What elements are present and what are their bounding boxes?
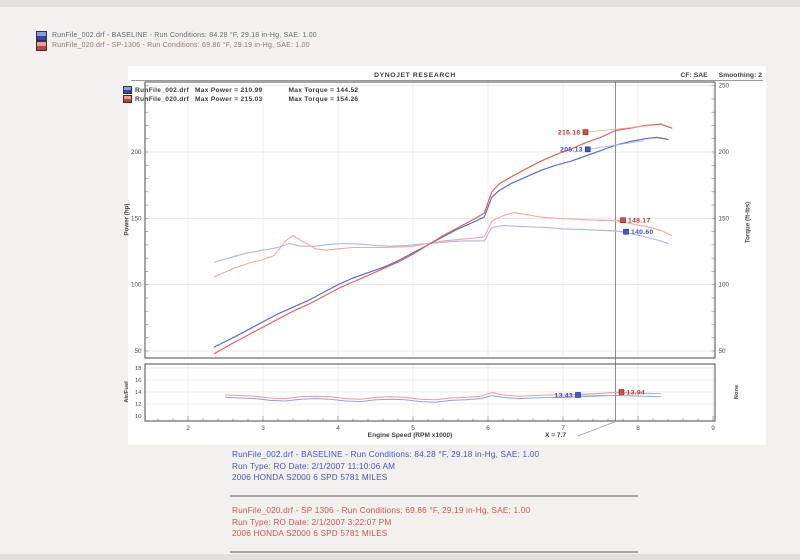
- afr-tick-label: 16: [135, 378, 141, 384]
- x-tick-label: 2: [186, 425, 190, 432]
- callout-value: 148.17: [628, 217, 651, 224]
- afr-plot-frame: [144, 363, 716, 422]
- callout-value: 205.13: [560, 147, 583, 154]
- callout-value: 13.94: [627, 389, 646, 396]
- torque-curve-sp1306: [213, 212, 673, 278]
- torque-tick-label: 50: [719, 348, 727, 355]
- torque-curve-baseline: [213, 225, 669, 263]
- x-tick-label: 7: [561, 425, 565, 432]
- torque-tick-label: 200: [719, 149, 730, 156]
- afr-tick-label: 18: [135, 366, 141, 372]
- callout-leader: [587, 140, 645, 150]
- power-tick-label: 50: [134, 348, 142, 355]
- torque-tick-label: 250: [719, 83, 730, 90]
- photo-edge-bottom: [0, 554, 800, 560]
- callout-marker: [575, 392, 581, 398]
- torque-tick-label: 100: [719, 282, 730, 289]
- callout-marker: [620, 217, 626, 223]
- x-tick-label: 8: [636, 425, 640, 432]
- main-plot-frame: [144, 81, 716, 359]
- callout-value: 140.60: [631, 229, 654, 236]
- x-tick-label: 6: [486, 425, 490, 432]
- x-tick-label: 3: [261, 425, 265, 432]
- power-tick-label: 150: [131, 215, 142, 222]
- callout-marker: [618, 389, 625, 395]
- photo-edge-top: [0, 0, 800, 7]
- x-tick-label: 5: [411, 425, 415, 432]
- callout-marker: [623, 228, 629, 235]
- chart-paper: [128, 66, 766, 445]
- afr-tick-label: 12: [135, 402, 141, 408]
- power-curve-sp1306: [213, 123, 673, 355]
- callout-value: 216.18: [558, 129, 581, 136]
- power-tick-label: 200: [131, 149, 142, 156]
- callout-value: 13.43: [554, 392, 573, 399]
- cursor-callout-leader: [577, 421, 615, 437]
- callout-marker: [582, 129, 589, 135]
- callout-leader: [585, 125, 652, 133]
- afr-tick-label: 10: [135, 414, 141, 420]
- afr-tick-label: 14: [135, 390, 142, 396]
- torque-tick-label: 150: [719, 215, 730, 222]
- power-tick-label: 100: [131, 282, 142, 289]
- x-tick-label: 9: [711, 425, 715, 432]
- callout-leader: [600, 230, 627, 233]
- power-curve-baseline: [213, 136, 669, 348]
- callout-marker: [584, 146, 591, 153]
- x-tick-label: 4: [336, 425, 340, 432]
